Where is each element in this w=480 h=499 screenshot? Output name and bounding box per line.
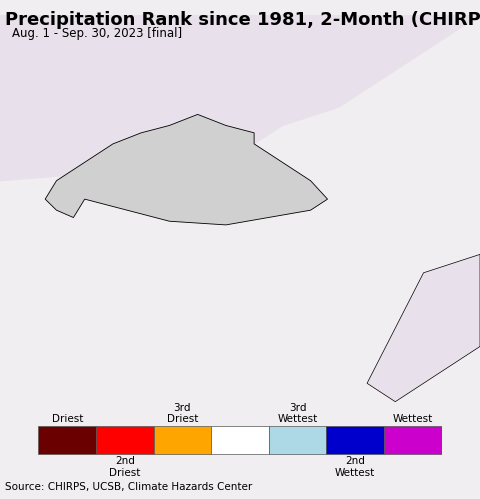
Polygon shape	[45, 114, 327, 225]
Polygon shape	[0, 15, 480, 181]
Text: Wettest: Wettest	[393, 414, 433, 424]
Text: 3rd
Driest: 3rd Driest	[167, 403, 198, 424]
Bar	[326, 426, 384, 454]
Polygon shape	[367, 254, 480, 402]
Text: Source: CHIRPS, UCSB, Climate Hazards Center: Source: CHIRPS, UCSB, Climate Hazards Ce…	[5, 482, 252, 492]
Bar	[269, 426, 326, 454]
Text: Precipitation Rank since 1981, 2-Month (CHIRPS): Precipitation Rank since 1981, 2-Month (…	[5, 11, 480, 29]
Text: 2nd
Wettest: 2nd Wettest	[335, 456, 375, 478]
Bar	[96, 426, 154, 454]
Text: 2nd
Driest: 2nd Driest	[109, 456, 141, 478]
Text: 3rd
Wettest: 3rd Wettest	[277, 403, 318, 424]
Text: Aug. 1 - Sep. 30, 2023 [final]: Aug. 1 - Sep. 30, 2023 [final]	[12, 27, 182, 40]
Bar	[384, 426, 442, 454]
Bar	[38, 426, 96, 454]
Text: Driest: Driest	[51, 414, 83, 424]
Bar	[154, 426, 211, 454]
Bar	[211, 426, 269, 454]
